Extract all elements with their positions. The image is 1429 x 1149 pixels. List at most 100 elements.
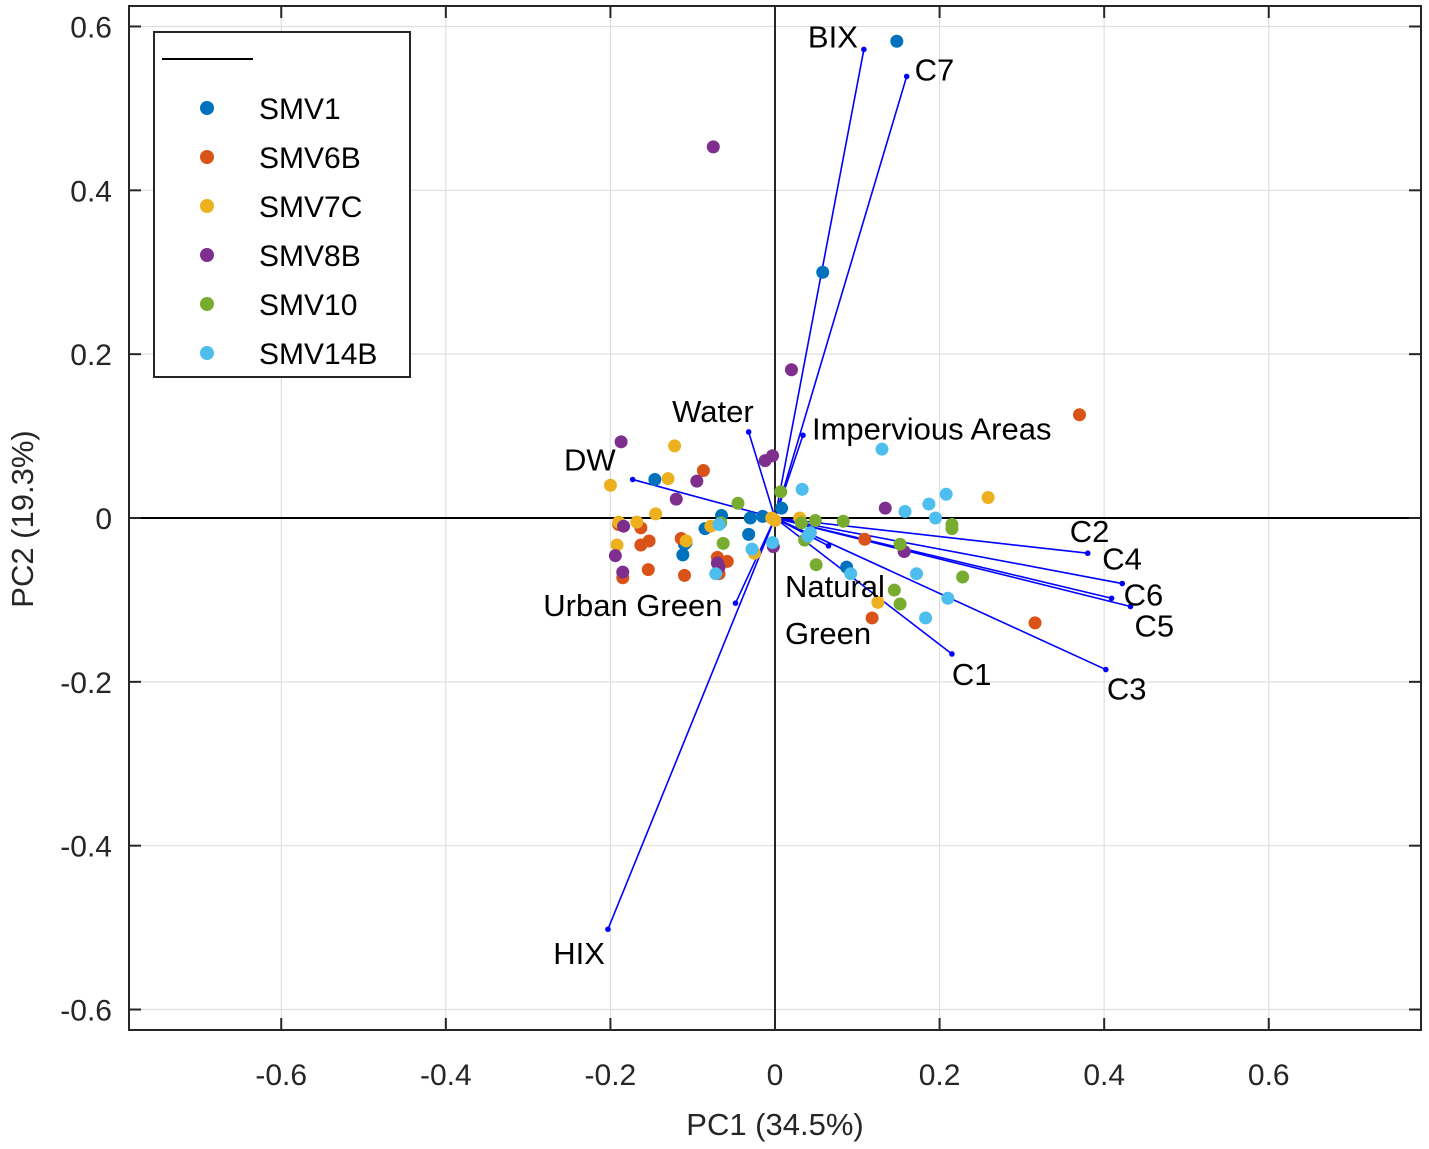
loading-vector bbox=[774, 76, 908, 519]
loading-vector-tip bbox=[605, 926, 611, 933]
loading-vector bbox=[774, 517, 1088, 555]
y-tick-label: -0.6 bbox=[60, 995, 112, 1028]
x-axis-title: PC1 (34.5%) bbox=[686, 1107, 863, 1142]
loading-vector-tip bbox=[1127, 603, 1134, 610]
legend-marker bbox=[200, 297, 214, 311]
loading-vector bbox=[774, 517, 1131, 608]
scatter-point bbox=[919, 611, 933, 625]
x-tick-label: -0.6 bbox=[255, 1059, 307, 1092]
x-tick-label: -0.4 bbox=[420, 1059, 472, 1092]
loading-vector-tip bbox=[800, 432, 806, 439]
scatter-point bbox=[844, 567, 858, 581]
loading-label: DW bbox=[564, 442, 616, 477]
scatter-point bbox=[608, 549, 622, 563]
loading-vector-tip bbox=[732, 600, 739, 606]
loading-label: C5 bbox=[1135, 608, 1175, 643]
loading-label: C3 bbox=[1107, 672, 1147, 707]
scatter-point bbox=[941, 591, 955, 605]
scatter-point bbox=[616, 565, 630, 579]
scatter-points bbox=[603, 34, 1086, 630]
scatter-point bbox=[712, 518, 726, 532]
legend-box bbox=[153, 31, 411, 378]
scatter-point bbox=[690, 474, 704, 488]
scatter-point bbox=[910, 567, 924, 581]
y-tick-label: -0.2 bbox=[60, 667, 112, 700]
legend-label: SMV10 bbox=[259, 289, 357, 322]
scatter-point bbox=[668, 439, 682, 453]
x-tick-label: 0 bbox=[767, 1059, 784, 1092]
scatter-point bbox=[731, 496, 745, 510]
scatter-point bbox=[679, 534, 693, 548]
scatter-point bbox=[794, 516, 808, 530]
loading-vector-tip bbox=[1119, 580, 1126, 587]
scatter-point bbox=[669, 492, 683, 506]
loading-vector bbox=[774, 517, 829, 547]
loading-label: C7 bbox=[915, 52, 955, 87]
scatter-point bbox=[696, 463, 710, 477]
y-tick-label: 0 bbox=[95, 503, 112, 536]
loading-vector-tip bbox=[1108, 595, 1115, 602]
scatter-point bbox=[706, 140, 720, 154]
scatter-point bbox=[939, 487, 953, 501]
loading-vector-tip bbox=[1084, 550, 1091, 557]
loading-vector bbox=[774, 49, 865, 519]
y-axis-title: PC2 (19.3%) bbox=[5, 430, 40, 607]
scatter-point bbox=[614, 435, 628, 449]
scatter-point bbox=[775, 501, 789, 515]
loading-label: HIX bbox=[553, 936, 605, 971]
scatter-point bbox=[887, 583, 901, 597]
y-tick-label: 0.6 bbox=[70, 11, 112, 44]
legend-marker bbox=[200, 248, 214, 262]
scatter-point bbox=[742, 527, 756, 541]
scatter-point bbox=[890, 34, 904, 48]
loading-vector-tip bbox=[903, 73, 910, 80]
legend-label: SMV1 bbox=[259, 93, 341, 126]
scatter-point bbox=[898, 504, 912, 518]
loading-label: C1 bbox=[952, 657, 992, 692]
loading-label: Impervious Areas bbox=[812, 411, 1052, 446]
scatter-point bbox=[858, 532, 872, 546]
loading-vector-tip bbox=[629, 476, 636, 483]
loading-label: C4 bbox=[1102, 542, 1142, 577]
scatter-point bbox=[774, 485, 788, 499]
scatter-point bbox=[709, 567, 723, 581]
loading-label: Natural Green bbox=[785, 569, 885, 651]
loading-label: C6 bbox=[1124, 577, 1164, 612]
scatter-point bbox=[893, 537, 907, 551]
scatter-point bbox=[676, 548, 690, 562]
scatter-point bbox=[956, 570, 970, 584]
scatter-point bbox=[808, 513, 822, 527]
scatter-point bbox=[795, 482, 809, 496]
scatter-point bbox=[928, 511, 942, 525]
scatter-point bbox=[865, 611, 879, 625]
scatter-point bbox=[603, 478, 617, 492]
scatter-point bbox=[1028, 616, 1042, 630]
scatter-point bbox=[836, 514, 850, 528]
y-tick-label: -0.4 bbox=[60, 831, 112, 864]
scatter-point bbox=[816, 265, 830, 279]
x-tick-label: 0.6 bbox=[1248, 1059, 1290, 1092]
scatter-point bbox=[766, 449, 780, 463]
scatter-point bbox=[648, 472, 662, 486]
scatter-point bbox=[981, 491, 995, 505]
scatter-point bbox=[743, 511, 757, 525]
scatter-point bbox=[716, 536, 730, 550]
scatter-point bbox=[641, 563, 655, 577]
scatter-point bbox=[945, 522, 959, 536]
scatter-point bbox=[661, 472, 675, 486]
scatter-point bbox=[677, 568, 691, 582]
scatter-point bbox=[617, 519, 631, 533]
loading-vector-tip bbox=[949, 651, 955, 657]
legend-label: SMV14B bbox=[259, 338, 377, 371]
scatter-point bbox=[871, 595, 885, 609]
loading-vector-tip bbox=[745, 429, 752, 435]
scatter-point bbox=[649, 507, 663, 521]
loading-label: BIX bbox=[808, 19, 858, 54]
legend-label: SMV8B bbox=[259, 240, 361, 273]
legend-marker bbox=[200, 101, 214, 115]
legend-label: SMV6B bbox=[259, 142, 361, 175]
x-tick-label: 0.4 bbox=[1083, 1059, 1125, 1092]
legend-marker bbox=[200, 199, 214, 213]
legend: SMV1 SMV6B SMV7C SMV8B SMV10 SMV14B bbox=[153, 31, 411, 378]
